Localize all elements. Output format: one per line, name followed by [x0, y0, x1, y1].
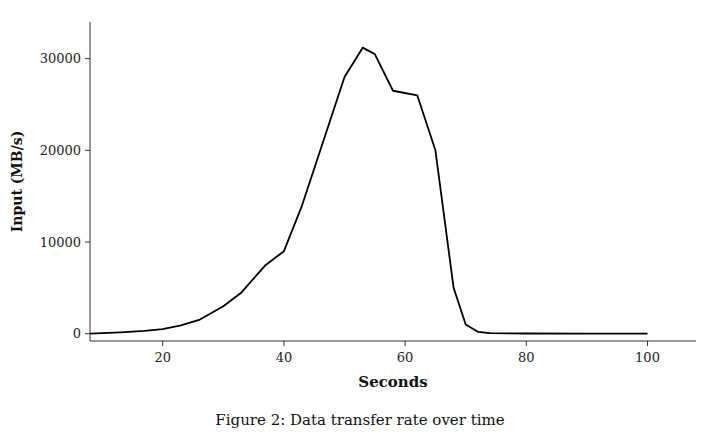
y-tick: [85, 58, 90, 59]
x-tick: [647, 341, 648, 346]
y-tick: [85, 242, 90, 243]
chart: 20 40 60 80 100 0 10000 20000 30000 Seconds Input …: [0, 0, 720, 441]
x-tick: [526, 341, 527, 346]
x-tick-label: 80: [518, 350, 535, 365]
x-tick-label: 100: [635, 350, 660, 365]
data-line: [90, 48, 648, 334]
y-tick: [85, 150, 90, 151]
caption: Figure 2: Data transfer rate over time: [215, 411, 504, 429]
x-tick: [405, 341, 406, 346]
x-tick: [162, 341, 163, 346]
axes: 20 40 60 80 100 0 10000 20000 30000: [40, 22, 696, 365]
y-axis-label: Input (MB/s): [9, 131, 25, 233]
y-tick-label: 20000: [40, 143, 81, 158]
y-tick-label: 10000: [40, 235, 81, 250]
y-tick-label: 0: [73, 326, 81, 341]
x-tick-label: 20: [154, 350, 171, 365]
y-tick: [85, 333, 90, 334]
x-axis-label: Seconds: [358, 373, 427, 391]
plot-area: [90, 48, 648, 334]
y-axis-line: [90, 22, 91, 341]
y-tick-label: 30000: [40, 51, 81, 66]
x-axis-line: [90, 341, 696, 342]
x-tick-label: 40: [276, 350, 293, 365]
x-tick-label: 60: [397, 350, 414, 365]
x-tick: [283, 341, 284, 346]
